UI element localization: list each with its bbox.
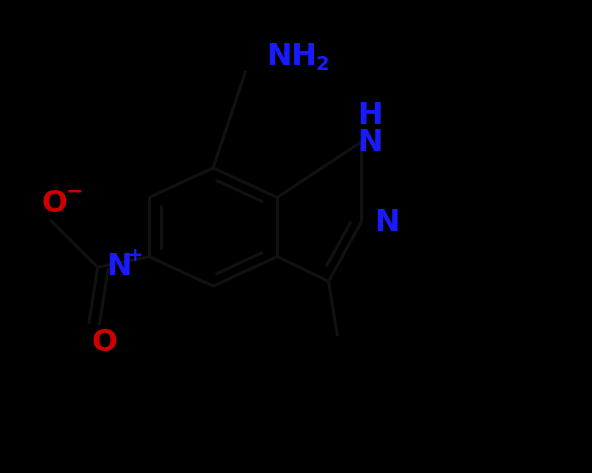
- Text: −: −: [66, 182, 84, 201]
- Text: O: O: [41, 189, 67, 218]
- Text: O: O: [92, 328, 118, 358]
- Text: H
N: H N: [358, 101, 382, 157]
- Text: NH: NH: [266, 42, 317, 71]
- Text: N: N: [375, 208, 400, 237]
- Text: 2: 2: [316, 55, 329, 74]
- Text: N: N: [107, 252, 132, 281]
- Text: +: +: [127, 246, 144, 265]
